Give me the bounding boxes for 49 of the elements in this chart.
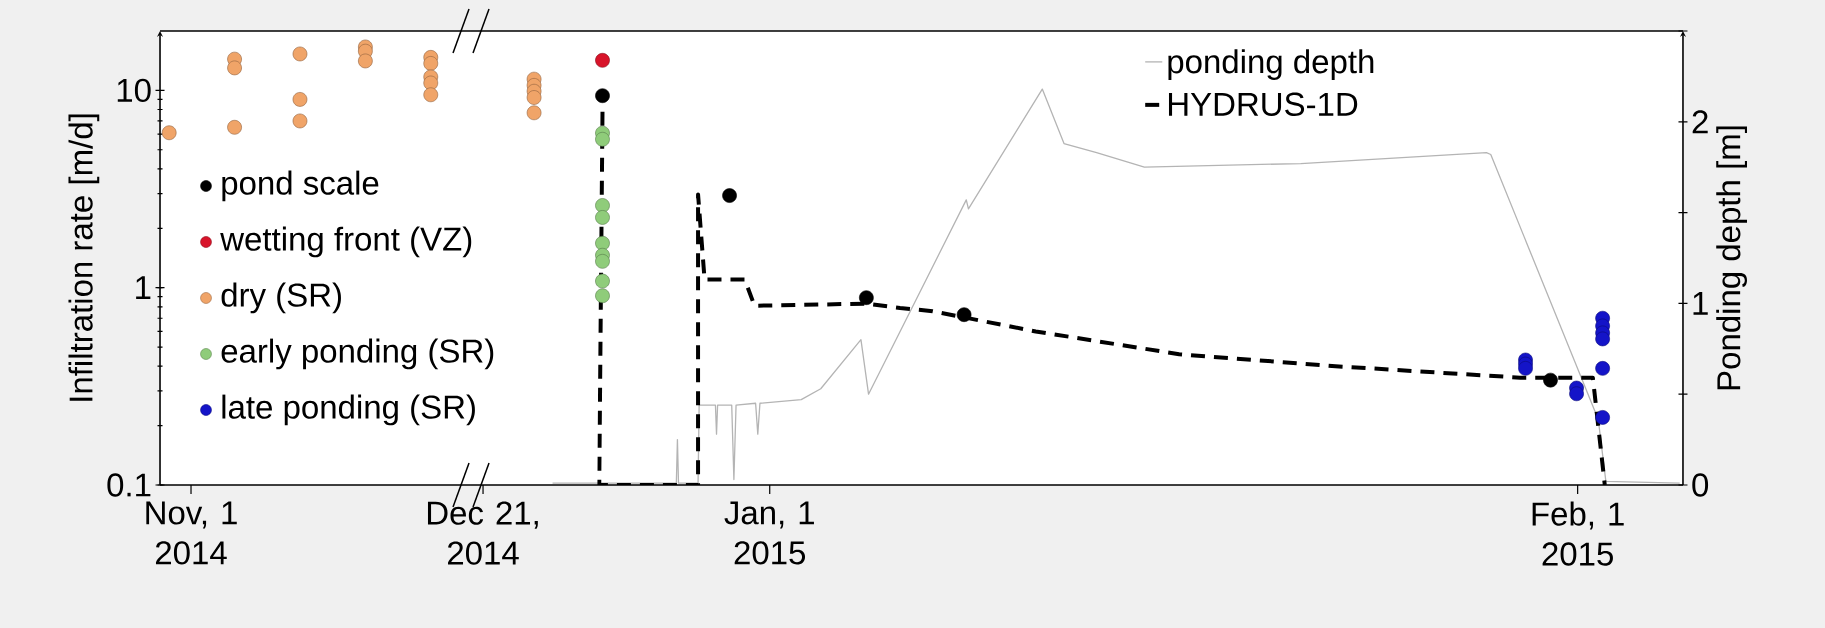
- point: [292, 46, 308, 62]
- x-tick-label: Dec 21, 2014: [427, 501, 538, 565]
- point: [1543, 372, 1558, 388]
- point: [526, 90, 542, 105]
- point: [595, 210, 610, 225]
- point: [595, 288, 610, 304]
- point: [956, 307, 972, 322]
- point: [595, 198, 610, 213]
- y-axis-title: Infiltration rate [m/d]: [68, 114, 100, 401]
- point: [227, 60, 242, 76]
- y-tick-label: 10: [117, 78, 151, 103]
- y2-tick-label: 2: [1692, 110, 1708, 134]
- point: [595, 235, 610, 251]
- point: [161, 125, 177, 141]
- legend-label: late ponding (SR): [222, 394, 475, 426]
- legend-label: dry (SR): [221, 282, 341, 314]
- point: [1518, 361, 1533, 376]
- legend-label: pond scale: [222, 170, 379, 202]
- point: [1595, 410, 1610, 425]
- legend-label: ponding depth: [1168, 49, 1374, 80]
- point: [227, 120, 242, 135]
- point: [722, 188, 737, 203]
- point: [595, 273, 610, 289]
- point: [423, 87, 439, 103]
- point: [595, 88, 610, 103]
- point: [595, 53, 610, 68]
- y2-tick-label: 1: [1693, 292, 1708, 315]
- y2-axis-title: Ponding depth [m]: [1716, 126, 1747, 390]
- text: Nov, 1 2014: [146, 501, 237, 565]
- point: [1595, 361, 1610, 376]
- point: [859, 290, 874, 305]
- point: [292, 92, 308, 107]
- y2-tick-label: 0: [1692, 473, 1709, 497]
- legend-label: early ponding (SR): [221, 338, 494, 370]
- point: [526, 105, 542, 121]
- point: [595, 132, 610, 147]
- point: [1595, 331, 1610, 347]
- x-tick-label: Feb, 1 2015: [1532, 501, 1624, 566]
- x-tick-label: Jan, 1 2015: [724, 501, 814, 565]
- point: [1569, 386, 1584, 402]
- y-tick-label: 0.1: [107, 473, 151, 497]
- point: [292, 113, 308, 129]
- line-series: [551, 88, 1681, 484]
- y-tick-label: 1: [136, 276, 151, 300]
- point: [358, 53, 373, 69]
- legend-label: HYDRUS-1D: [1168, 92, 1358, 116]
- point: [423, 56, 439, 71]
- point: [595, 254, 610, 269]
- legend-label: wetting front (VZ): [220, 226, 472, 258]
